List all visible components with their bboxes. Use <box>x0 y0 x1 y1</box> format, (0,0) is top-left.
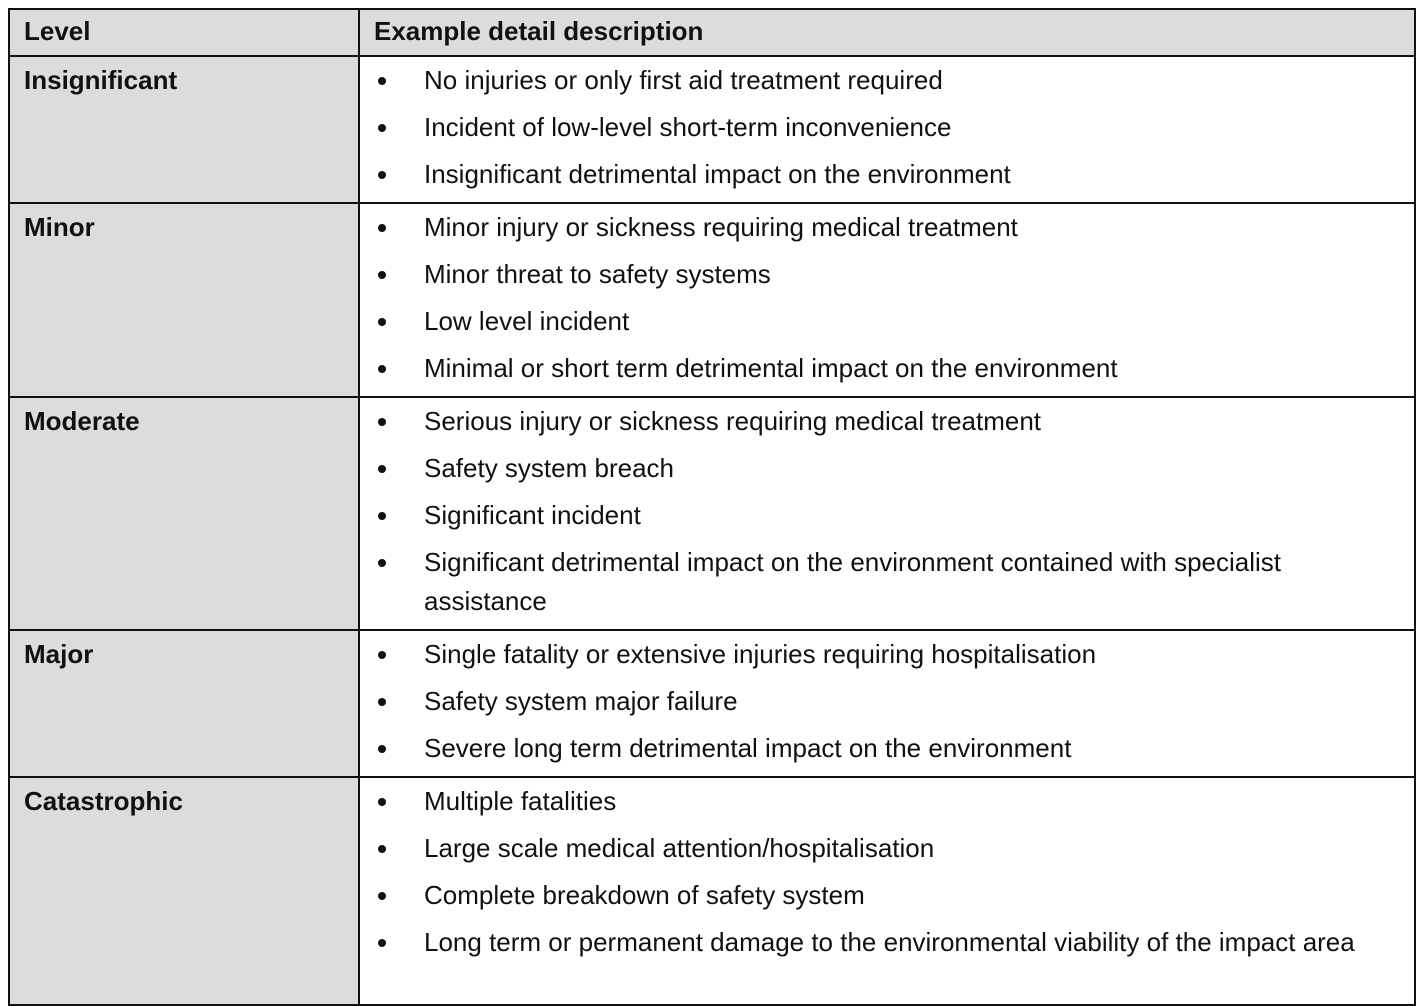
table-row: Major Single fatality or extensive injuri… <box>8 629 1416 778</box>
bullet-list: Serious injury or sickness requiring med… <box>360 398 1414 621</box>
bullet-item: Insignificant detrimental impact on the … <box>378 155 1374 194</box>
table-row: Minor Minor injury or sickness requiring … <box>8 202 1416 398</box>
description-cell: Minor injury or sickness requiring medic… <box>358 202 1416 398</box>
description-cell: Serious injury or sickness requiring med… <box>358 396 1416 631</box>
bullet-item: Single fatality or extensive injuries re… <box>378 635 1374 674</box>
description-cell: Single fatality or extensive injuries re… <box>358 629 1416 778</box>
bullet-list: Single fatality or extensive injuries re… <box>360 631 1414 768</box>
table-body: Insignificant No injuries or only first a… <box>8 55 1416 1006</box>
bullet-list: No injuries or only first aid treatment … <box>360 57 1414 194</box>
bullet-item: Long term or permanent damage to the env… <box>378 923 1374 962</box>
level-cell: Minor <box>8 202 360 398</box>
bullet-item: Minimal or short term detrimental impact… <box>378 349 1374 388</box>
risk-table: Level Example detail description Insigni… <box>8 8 1416 1006</box>
bullet-item: Significant detrimental impact on the en… <box>378 543 1374 621</box>
table-row: Insignificant No injuries or only first a… <box>8 55 1416 204</box>
bullet-list: Multiple fatalities Large scale medical a… <box>360 778 1414 962</box>
bullet-item: Significant incident <box>378 496 1374 535</box>
description-cell: No injuries or only first aid treatment … <box>358 55 1416 204</box>
header-cell: Level <box>8 8 360 57</box>
table-row: Catastrophic Multiple fatalities Large sca… <box>8 776 1416 1006</box>
level-cell: Catastrophic <box>8 776 360 1006</box>
level-cell: Major <box>8 629 360 778</box>
bullet-list: Minor injury or sickness requiring medic… <box>360 204 1414 388</box>
bullet-item: Serious injury or sickness requiring med… <box>378 402 1374 441</box>
bullet-item: Low level incident <box>378 302 1374 341</box>
bullet-item: Safety system major failure <box>378 682 1374 721</box>
bullet-item: Minor injury or sickness requiring medic… <box>378 208 1374 247</box>
bullet-item: Incident of low-level short-term inconve… <box>378 108 1374 147</box>
bullet-item: Severe long term detrimental impact on t… <box>378 729 1374 768</box>
bullet-item: Minor threat to safety systems <box>378 255 1374 294</box>
table-row: Moderate Serious injury or sickness requi… <box>8 396 1416 631</box>
header-cell: Example detail description <box>358 8 1416 57</box>
bullet-item: Multiple fatalities <box>378 782 1374 821</box>
bullet-item: Complete breakdown of safety system <box>378 876 1374 915</box>
level-cell: Moderate <box>8 396 360 631</box>
header-row: Level Example detail description <box>8 8 1416 57</box>
description-cell: Multiple fatalities Large scale medical a… <box>358 776 1416 1006</box>
bullet-item: Large scale medical attention/hospitalis… <box>378 829 1374 868</box>
bullet-item: Safety system breach <box>378 449 1374 488</box>
level-cell: Insignificant <box>8 55 360 204</box>
bullet-item: No injuries or only first aid treatment … <box>378 61 1374 100</box>
